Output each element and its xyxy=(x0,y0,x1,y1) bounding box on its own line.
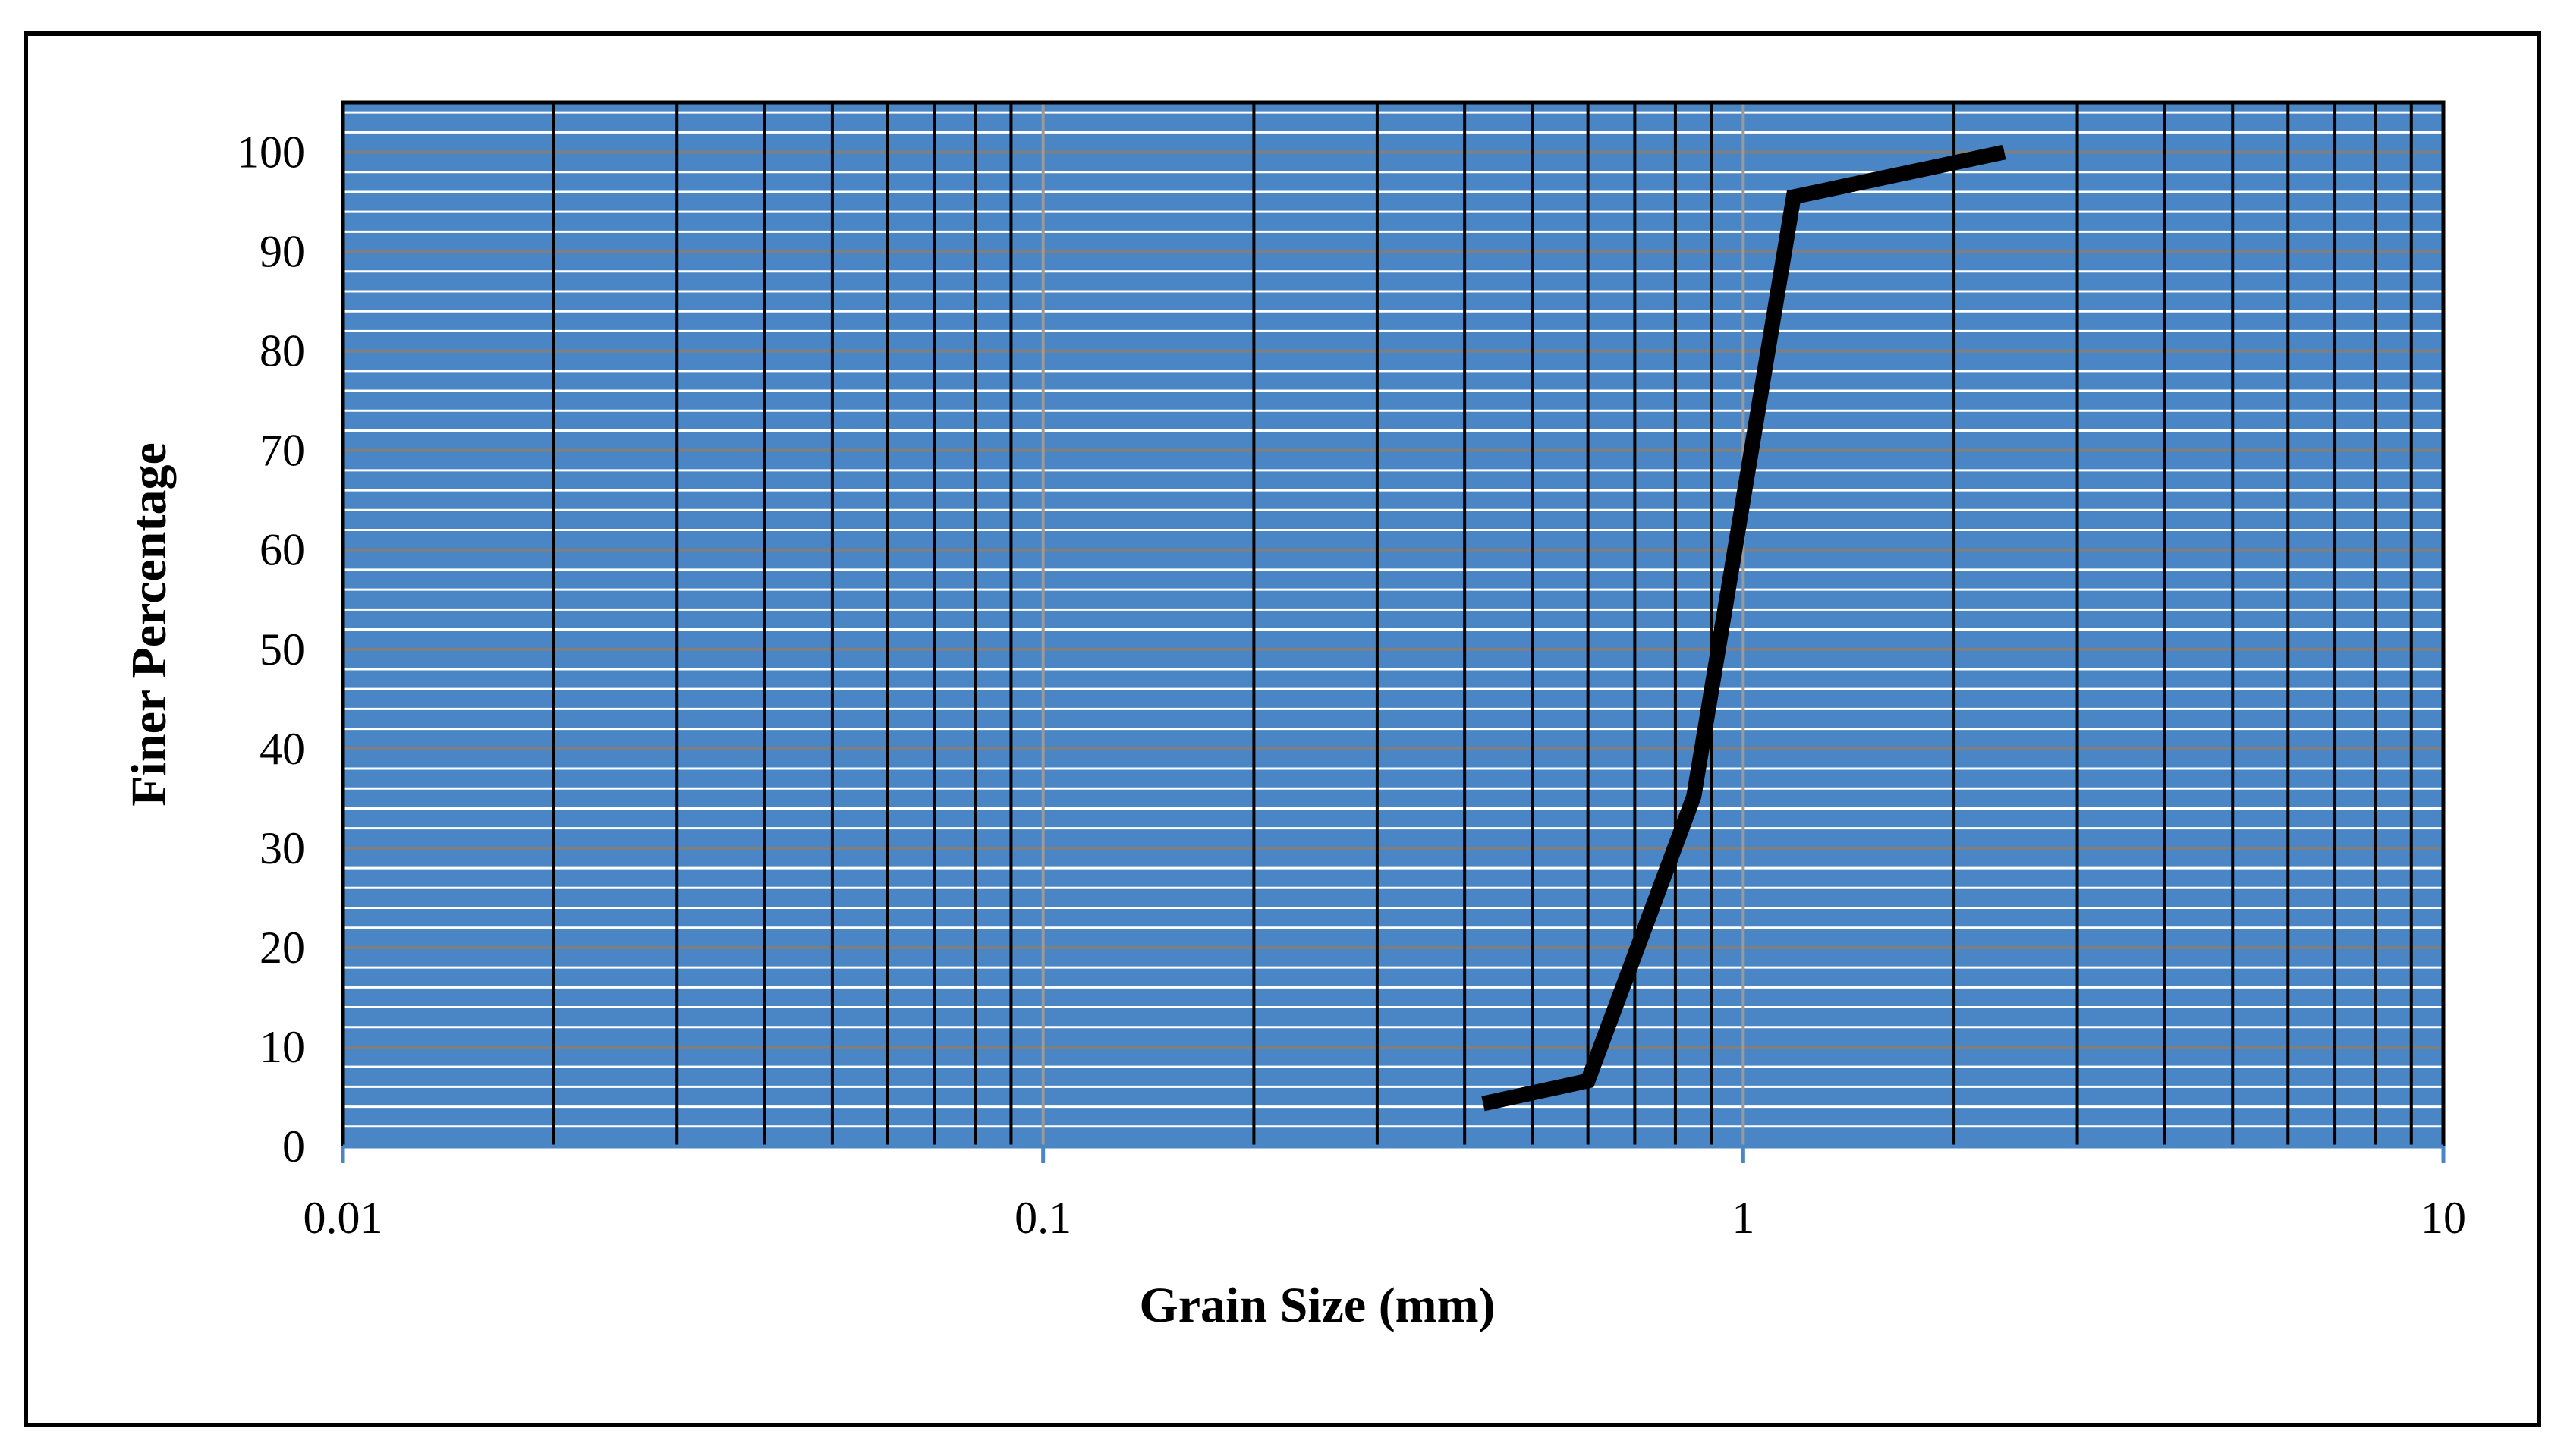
y-tick-label: 40 xyxy=(260,724,305,774)
y-axis-title: Finer Percentage xyxy=(121,442,177,807)
x-axis-tick-labels: 0.01 0.1 1 10 xyxy=(304,1193,2467,1243)
y-tick-label: 0 xyxy=(282,1121,305,1171)
x-tick-label: 0.01 xyxy=(304,1193,383,1243)
x-tick-label: 0.1 xyxy=(1015,1193,1071,1243)
x-tick-label: 1 xyxy=(1732,1193,1754,1243)
x-axis-title: Grain Size (mm) xyxy=(1139,1278,1495,1333)
y-tick-label: 20 xyxy=(260,923,305,973)
y-tick-label: 50 xyxy=(260,624,305,675)
x-tick-label: 10 xyxy=(2421,1193,2466,1243)
y-tick-label: 100 xyxy=(237,127,305,178)
y-tick-label: 60 xyxy=(260,525,305,575)
plot-area-background xyxy=(343,102,2443,1146)
y-tick-label: 10 xyxy=(260,1022,305,1072)
y-tick-label: 70 xyxy=(260,426,305,476)
y-tick-label: 30 xyxy=(260,823,305,873)
x-axis-ticks xyxy=(343,1146,2443,1163)
y-tick-label: 80 xyxy=(260,326,305,376)
y-tick-label: 90 xyxy=(260,227,305,277)
y-axis-tick-labels: 0 10 20 30 40 50 60 70 80 90 100 xyxy=(237,127,305,1171)
